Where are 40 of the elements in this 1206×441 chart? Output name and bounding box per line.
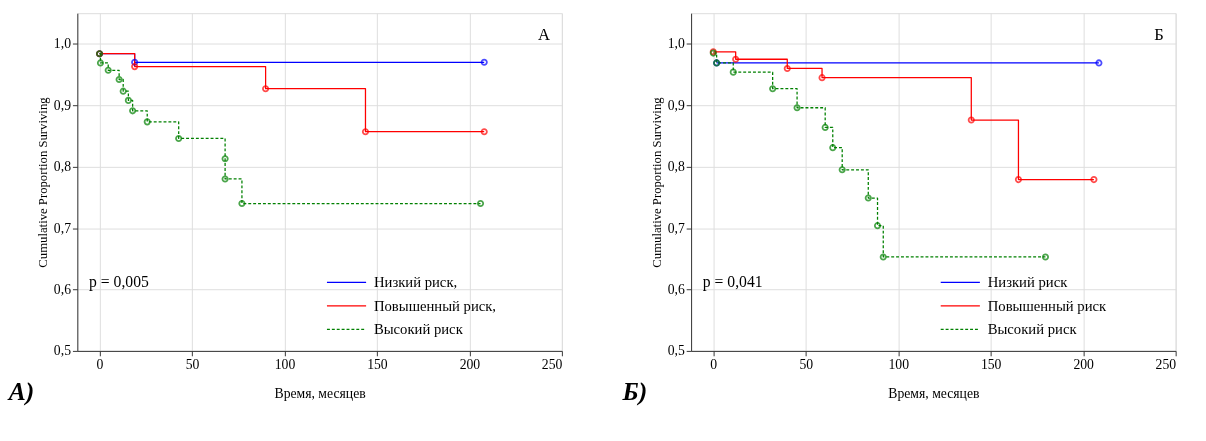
x-tick-label: 150 [980,357,1002,373]
x-tick-label: 250 [541,357,563,373]
y-tick-label: 0,5 [53,343,72,359]
x-tick-label: 200 [1073,357,1095,373]
x-tick-label: 0 [710,357,718,373]
y-axis-title: Cumulative Proportion Surviving [35,96,50,268]
annotation: А [538,24,551,44]
legend-label: Высокий риск [373,321,464,338]
annotation: p = 0,041 [702,273,763,292]
y-tick-label: 0,6 [53,281,72,297]
x-axis-title: Время, месяцев [274,386,366,402]
legend-label: Высокий риск [987,321,1078,338]
y-tick-label: 0,7 [667,220,685,236]
legend-label: Низкий риск, [373,274,458,291]
y-tick-label: 0,7 [53,220,72,236]
annotation: p = 0,005 [89,273,149,292]
x-tick-label: 100 [888,357,910,373]
y-tick-label: 0,5 [667,343,685,359]
legend-label: Низкий риск [987,274,1069,291]
x-axis-title: Время, месяцев [888,386,980,402]
x-tick-label: 150 [367,357,388,373]
annotation: Б [1154,24,1164,44]
x-tick-label: 50 [799,357,814,373]
y-tick-label: 0,9 [667,97,685,113]
x-tick-label: 0 [96,357,104,373]
y-axis-title: Cumulative Proportion Surviving [649,96,664,268]
text: Б) [621,376,648,406]
y-tick-label: 0,6 [667,281,685,297]
y-tick-label: 1,0 [53,36,72,52]
x-tick-label: 250 [1155,357,1177,373]
text: А) [6,376,35,406]
y-tick-label: 0,8 [667,159,685,175]
x-tick-label: 50 [185,357,200,373]
y-tick-label: 0,8 [53,159,72,175]
y-tick-label: 0,9 [53,97,72,113]
y-tick-label: 1,0 [667,36,685,52]
legend-label: Повышенный риск [987,297,1108,314]
legend-label: Повышенный риск, [373,297,497,314]
x-tick-label: 200 [459,357,481,373]
x-tick-label: 100 [274,357,296,373]
